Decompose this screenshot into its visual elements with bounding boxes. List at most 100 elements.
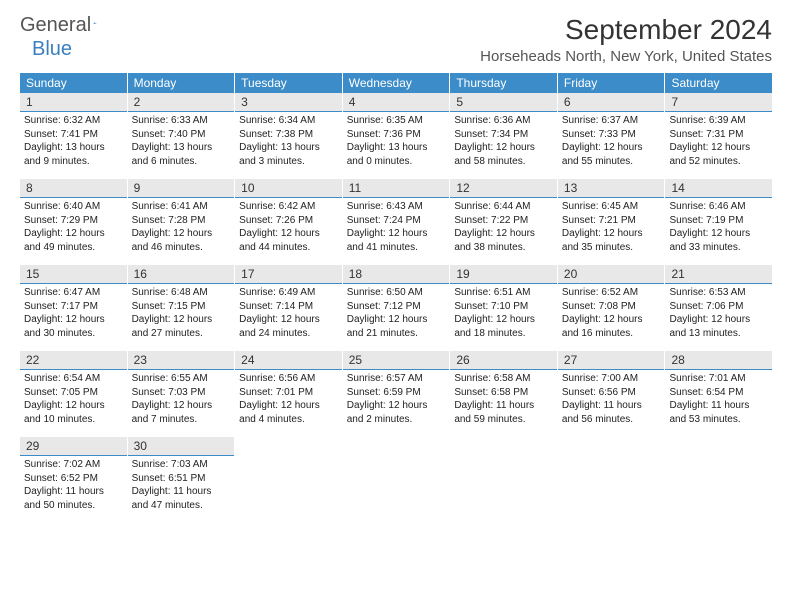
day-details: Sunrise: 6:51 AMSunset: 7:10 PMDaylight:… (450, 284, 557, 342)
calendar-day: 8Sunrise: 6:40 AMSunset: 7:29 PMDaylight… (20, 179, 128, 257)
day-details: Sunrise: 7:03 AMSunset: 6:51 PMDaylight:… (128, 456, 235, 514)
calendar-day: 26Sunrise: 6:58 AMSunset: 6:58 PMDayligh… (450, 351, 558, 429)
calendar-day: 28Sunrise: 7:01 AMSunset: 6:54 PMDayligh… (665, 351, 772, 429)
calendar-week: 15Sunrise: 6:47 AMSunset: 7:17 PMDayligh… (20, 265, 772, 343)
day-details: Sunrise: 6:54 AMSunset: 7:05 PMDaylight:… (20, 370, 127, 428)
day-details: Sunrise: 6:41 AMSunset: 7:28 PMDaylight:… (128, 198, 235, 256)
day-number: 28 (665, 351, 772, 370)
day-details: Sunrise: 6:45 AMSunset: 7:21 PMDaylight:… (558, 198, 665, 256)
calendar-day: 9Sunrise: 6:41 AMSunset: 7:28 PMDaylight… (128, 179, 236, 257)
calendar-day: 29Sunrise: 7:02 AMSunset: 6:52 PMDayligh… (20, 437, 128, 515)
day-number: 15 (20, 265, 127, 284)
day-details: Sunrise: 6:40 AMSunset: 7:29 PMDaylight:… (20, 198, 127, 256)
logo: General (20, 14, 113, 37)
day-details: Sunrise: 6:44 AMSunset: 7:22 PMDaylight:… (450, 198, 557, 256)
day-number: 10 (235, 179, 342, 198)
calendar-week: 8Sunrise: 6:40 AMSunset: 7:29 PMDaylight… (20, 179, 772, 257)
calendar-day: 3Sunrise: 6:34 AMSunset: 7:38 PMDaylight… (235, 93, 343, 171)
day-number: 17 (235, 265, 342, 284)
calendar-day: .. (343, 437, 451, 515)
day-number: 22 (20, 351, 127, 370)
weekday-header: Saturday (665, 73, 772, 93)
calendar-day: 10Sunrise: 6:42 AMSunset: 7:26 PMDayligh… (235, 179, 343, 257)
day-details: Sunrise: 7:00 AMSunset: 6:56 PMDaylight:… (558, 370, 665, 428)
calendar-day: 21Sunrise: 6:53 AMSunset: 7:06 PMDayligh… (665, 265, 772, 343)
day-details: Sunrise: 6:36 AMSunset: 7:34 PMDaylight:… (450, 112, 557, 170)
logo-sail-icon (93, 16, 97, 30)
day-number: 8 (20, 179, 127, 198)
calendar-day: 27Sunrise: 7:00 AMSunset: 6:56 PMDayligh… (558, 351, 666, 429)
day-number: 6 (558, 93, 665, 112)
day-details: Sunrise: 6:37 AMSunset: 7:33 PMDaylight:… (558, 112, 665, 170)
calendar-day: 5Sunrise: 6:36 AMSunset: 7:34 PMDaylight… (450, 93, 558, 171)
day-details: Sunrise: 6:34 AMSunset: 7:38 PMDaylight:… (235, 112, 342, 170)
calendar-day: .. (450, 437, 558, 515)
calendar-day: 23Sunrise: 6:55 AMSunset: 7:03 PMDayligh… (128, 351, 236, 429)
day-number: 1 (20, 93, 127, 112)
day-number: 11 (343, 179, 450, 198)
day-number: 16 (128, 265, 235, 284)
day-details: Sunrise: 6:52 AMSunset: 7:08 PMDaylight:… (558, 284, 665, 342)
day-number: 25 (343, 351, 450, 370)
day-details: Sunrise: 6:58 AMSunset: 6:58 PMDaylight:… (450, 370, 557, 428)
day-number: 19 (450, 265, 557, 284)
day-details: Sunrise: 6:56 AMSunset: 7:01 PMDaylight:… (235, 370, 342, 428)
day-number: 5 (450, 93, 557, 112)
day-details: Sunrise: 6:50 AMSunset: 7:12 PMDaylight:… (343, 284, 450, 342)
calendar-day: 30Sunrise: 7:03 AMSunset: 6:51 PMDayligh… (128, 437, 236, 515)
calendar-day: .. (235, 437, 343, 515)
calendar-week: 22Sunrise: 6:54 AMSunset: 7:05 PMDayligh… (20, 351, 772, 429)
day-details: Sunrise: 6:39 AMSunset: 7:31 PMDaylight:… (665, 112, 772, 170)
calendar-day: 2Sunrise: 6:33 AMSunset: 7:40 PMDaylight… (128, 93, 236, 171)
calendar-day: 13Sunrise: 6:45 AMSunset: 7:21 PMDayligh… (558, 179, 666, 257)
calendar-day: 1Sunrise: 6:32 AMSunset: 7:41 PMDaylight… (20, 93, 128, 171)
header: General September 2024 Horseheads North,… (20, 14, 772, 65)
day-number: 13 (558, 179, 665, 198)
day-number: 12 (450, 179, 557, 198)
calendar-day: 17Sunrise: 6:49 AMSunset: 7:14 PMDayligh… (235, 265, 343, 343)
day-number: 3 (235, 93, 342, 112)
logo-text-general: General (20, 14, 91, 37)
location: Horseheads North, New York, United State… (480, 48, 772, 65)
calendar-day: 4Sunrise: 6:35 AMSunset: 7:36 PMDaylight… (343, 93, 451, 171)
weekday-header: Tuesday (235, 73, 343, 93)
day-details: Sunrise: 6:32 AMSunset: 7:41 PMDaylight:… (20, 112, 127, 170)
weekday-header: Friday (558, 73, 666, 93)
day-number: 18 (343, 265, 450, 284)
day-details: Sunrise: 6:55 AMSunset: 7:03 PMDaylight:… (128, 370, 235, 428)
day-number: 24 (235, 351, 342, 370)
day-details: Sunrise: 6:42 AMSunset: 7:26 PMDaylight:… (235, 198, 342, 256)
calendar-day: 6Sunrise: 6:37 AMSunset: 7:33 PMDaylight… (558, 93, 666, 171)
day-number: 30 (128, 437, 235, 456)
calendar-day: 11Sunrise: 6:43 AMSunset: 7:24 PMDayligh… (343, 179, 451, 257)
weekday-header: Monday (128, 73, 236, 93)
calendar-day: 18Sunrise: 6:50 AMSunset: 7:12 PMDayligh… (343, 265, 451, 343)
weekday-header: Wednesday (343, 73, 451, 93)
calendar: SundayMondayTuesdayWednesdayThursdayFrid… (20, 73, 772, 515)
day-details: Sunrise: 6:33 AMSunset: 7:40 PMDaylight:… (128, 112, 235, 170)
calendar-week: 29Sunrise: 7:02 AMSunset: 6:52 PMDayligh… (20, 437, 772, 515)
day-details: Sunrise: 6:46 AMSunset: 7:19 PMDaylight:… (665, 198, 772, 256)
day-details: Sunrise: 6:43 AMSunset: 7:24 PMDaylight:… (343, 198, 450, 256)
day-number: 2 (128, 93, 235, 112)
weekday-header-row: SundayMondayTuesdayWednesdayThursdayFrid… (20, 73, 772, 93)
day-number: 21 (665, 265, 772, 284)
day-number: 7 (665, 93, 772, 112)
calendar-day: .. (665, 437, 772, 515)
day-details: Sunrise: 6:47 AMSunset: 7:17 PMDaylight:… (20, 284, 127, 342)
day-number: 27 (558, 351, 665, 370)
calendar-day: 12Sunrise: 6:44 AMSunset: 7:22 PMDayligh… (450, 179, 558, 257)
logo-text-blue: Blue (32, 38, 72, 60)
day-details: Sunrise: 7:01 AMSunset: 6:54 PMDaylight:… (665, 370, 772, 428)
calendar-day: 16Sunrise: 6:48 AMSunset: 7:15 PMDayligh… (128, 265, 236, 343)
calendar-day: 14Sunrise: 6:46 AMSunset: 7:19 PMDayligh… (665, 179, 772, 257)
weekday-header: Thursday (450, 73, 558, 93)
day-number: 23 (128, 351, 235, 370)
day-number: 9 (128, 179, 235, 198)
day-number: 4 (343, 93, 450, 112)
title-block: September 2024 Horseheads North, New Yor… (480, 14, 772, 65)
day-details: Sunrise: 6:35 AMSunset: 7:36 PMDaylight:… (343, 112, 450, 170)
calendar-day: 7Sunrise: 6:39 AMSunset: 7:31 PMDaylight… (665, 93, 772, 171)
calendar-day: 15Sunrise: 6:47 AMSunset: 7:17 PMDayligh… (20, 265, 128, 343)
month-title: September 2024 (480, 14, 772, 46)
